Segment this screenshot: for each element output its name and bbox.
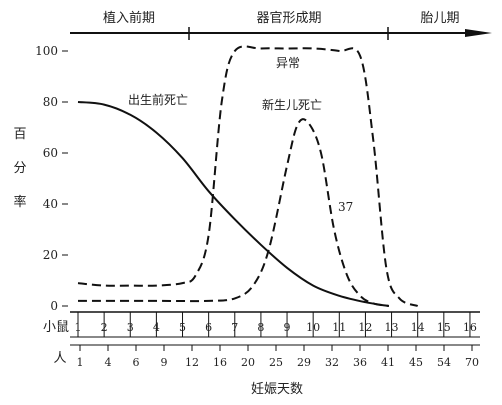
x-row1-tick-label: 11 bbox=[332, 321, 346, 334]
phase-bar: 植入前期 器官形成期 胎儿期 bbox=[70, 10, 492, 40]
y-axis-title-char-1: 百 bbox=[13, 127, 26, 142]
annotation-37: 37 bbox=[338, 200, 353, 214]
x-row1-label: 小鼠 bbox=[43, 320, 69, 335]
x-axis-title: 妊娠天数 bbox=[251, 382, 303, 397]
x-row1-tick-label: 4 bbox=[153, 321, 160, 334]
y-tick-label: 40 bbox=[43, 197, 58, 211]
y-tick-label: 100 bbox=[35, 44, 58, 58]
phase-label-fetal: 胎儿期 bbox=[420, 11, 459, 26]
phase-bar-arrowhead bbox=[465, 29, 492, 37]
x-row1-tick-label: 10 bbox=[306, 321, 320, 334]
y-tick-label: 60 bbox=[43, 146, 58, 160]
x-row1-tick-label: 12 bbox=[358, 321, 372, 334]
x-row1-tick-label: 14 bbox=[411, 321, 425, 334]
x-row2-tick-label: 6 bbox=[133, 356, 140, 369]
x-row1-tick-label: 1 bbox=[75, 321, 82, 334]
x-row2-tick-label: 25 bbox=[269, 356, 283, 369]
series-label-abnormal: 异常 bbox=[276, 56, 300, 70]
x-row1-tick-label: 8 bbox=[257, 321, 264, 334]
x-row2-tick-label: 32 bbox=[325, 356, 339, 369]
y-axis-title-char-3: 率 bbox=[13, 194, 26, 210]
y-tick-label: 0 bbox=[50, 299, 58, 313]
x-row2-tick-label: 45 bbox=[409, 356, 423, 369]
series-layer bbox=[77, 45, 419, 307]
x-row1-tick-label: 2 bbox=[101, 321, 108, 334]
x-row1-tick-label: 3 bbox=[127, 321, 134, 334]
x-row2-tick-label: 9 bbox=[161, 356, 168, 369]
x-row2-tick-label: 36 bbox=[353, 356, 367, 369]
x-row1-tick-label: 16 bbox=[463, 321, 477, 334]
series-prenatal-death-line bbox=[77, 101, 390, 307]
x-row1-tick-label: 13 bbox=[385, 321, 399, 334]
x-row2-label: 人 bbox=[53, 351, 66, 366]
x-row2-tick-label: 54 bbox=[437, 356, 451, 369]
x-row1-tick-label: 9 bbox=[284, 321, 291, 334]
y-axis-ticks: 0 20 40 60 80 100 bbox=[35, 44, 68, 313]
phase-label-organogenesis: 器官形成期 bbox=[256, 10, 321, 26]
x-row2-tick-label: 20 bbox=[241, 356, 255, 369]
x-row1-tick-label: 15 bbox=[437, 321, 451, 334]
x-row2-tick-label: 1 bbox=[77, 356, 84, 369]
x-row2-ticks: 1 4 6 9 12 16 20 25 29 32 36 41 45 54 70 bbox=[77, 345, 479, 369]
x-row1-tick-label: 6 bbox=[205, 321, 212, 334]
phase-label-preimplantation: 植入前期 bbox=[103, 10, 155, 26]
x-row2-tick-label: 12 bbox=[185, 356, 199, 369]
series-abnormal-line bbox=[77, 45, 419, 307]
x-row2-tick-label: 41 bbox=[381, 356, 395, 369]
series-label-neonatal-death: 新生儿死亡 bbox=[262, 97, 322, 112]
x-row2-tick-label: 16 bbox=[213, 356, 227, 369]
x-row2-tick-label: 4 bbox=[105, 356, 112, 369]
x-row2-tick-label: 70 bbox=[465, 356, 479, 369]
y-axis-title-char-2: 分 bbox=[13, 161, 26, 176]
y-tick-label: 80 bbox=[43, 95, 58, 109]
series-label-prenatal-death: 出生前死亡 bbox=[128, 92, 188, 107]
x-row2-tick-label: 29 bbox=[297, 356, 311, 369]
y-tick-label: 20 bbox=[43, 248, 58, 262]
x-row1-tick-label: 5 bbox=[179, 321, 186, 334]
x-row1-ticks: 1 2 3 4 5 6 7 8 9 10 11 12 13 14 15 16 bbox=[75, 312, 477, 337]
x-row1-tick-label: 7 bbox=[231, 321, 238, 334]
series-neonatal-death-line bbox=[78, 118, 390, 307]
